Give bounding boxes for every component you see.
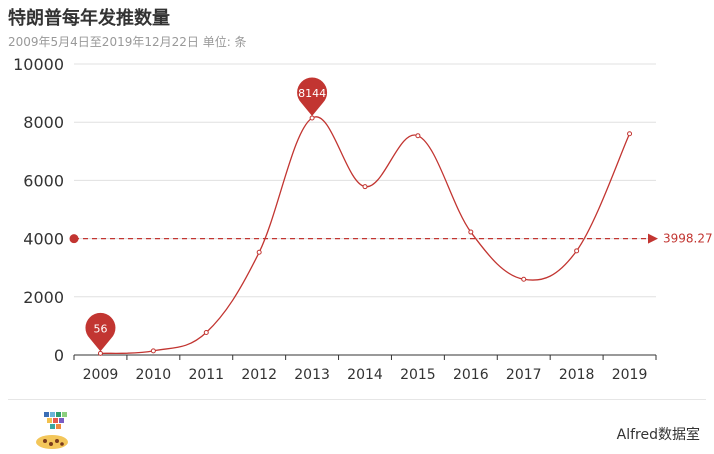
mark-line-arrow — [648, 233, 658, 244]
data-point — [150, 348, 156, 354]
mark-point-label: 56 — [93, 322, 107, 335]
y-tick-label: 4000 — [23, 230, 64, 249]
y-tick-label: 0 — [54, 346, 64, 365]
x-tick-label: 2019 — [612, 367, 648, 383]
series-line — [100, 116, 631, 355]
x-tick-label: 2015 — [400, 367, 436, 383]
data-point — [309, 115, 315, 121]
y-tick-label: 8000 — [23, 113, 64, 132]
chart-subtitle: 2009年5月4日至2019年12月22日 单位: 条 — [8, 35, 247, 49]
x-tick-label: 2014 — [347, 367, 383, 383]
mark-point-pin — [85, 312, 116, 352]
data-point — [256, 249, 262, 255]
data-point — [415, 133, 421, 139]
tick-labels: 0 2000 4000 6000 8000 10000 2009 2010 2011 2012 20… — [13, 55, 647, 383]
data-point — [362, 184, 368, 190]
data-point — [521, 276, 527, 282]
y-tick-label: 6000 — [23, 171, 64, 190]
chart-title: 特朗普每年发推数量 — [8, 8, 170, 29]
average-mark-line: 3998.27 — [69, 232, 713, 246]
brand-name: Alfred数据室 — [616, 427, 700, 443]
x-tick-label: 2018 — [559, 367, 595, 383]
grid-lines — [74, 63, 656, 298]
mark-point-pin — [297, 77, 328, 117]
mark-points: 56 8144 — [85, 77, 328, 352]
data-points — [97, 115, 633, 356]
x-tick-label: 2013 — [294, 367, 330, 383]
mark-line-label: 3998.27 — [663, 232, 713, 246]
x-tick-label: 2010 — [136, 367, 172, 383]
x-tick-label: 2016 — [453, 367, 489, 383]
data-point — [203, 329, 209, 335]
x-tick-label: 2011 — [188, 367, 224, 383]
x-tick-label: 2017 — [506, 367, 542, 383]
y-tick-label: 2000 — [23, 288, 64, 307]
brand-logo-icon — [36, 412, 68, 449]
x-tick-label: 2012 — [241, 367, 277, 383]
line-chart: 0 2000 4000 6000 8000 10000 2009 2010 2011 2012 20… — [13, 55, 713, 383]
footer-divider — [8, 399, 706, 400]
axes — [73, 354, 657, 360]
x-tick-label: 2009 — [83, 367, 119, 383]
data-point — [627, 131, 633, 137]
data-point — [97, 350, 103, 356]
mark-point-label: 8144 — [298, 87, 326, 100]
data-point — [574, 248, 580, 254]
y-tick-label: 10000 — [13, 55, 64, 74]
data-point — [468, 229, 474, 235]
